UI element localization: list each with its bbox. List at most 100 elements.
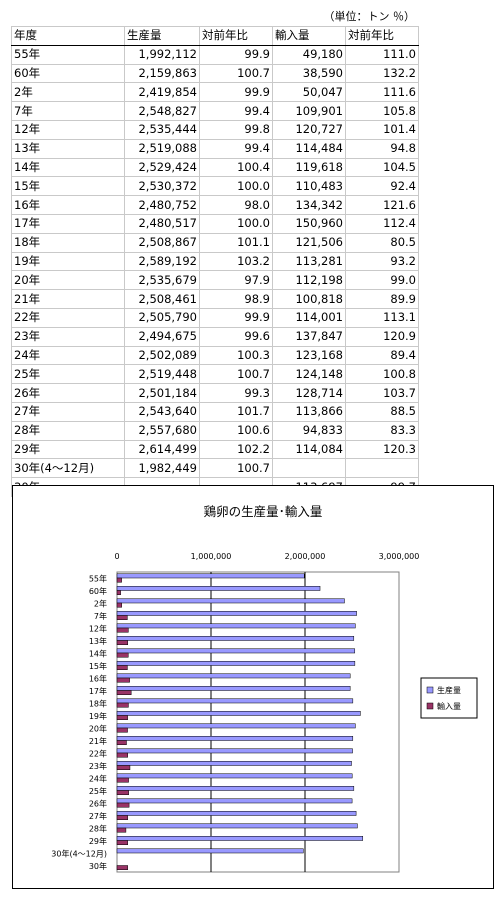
table-row: 19年 2,589,192 103.2 113,281 93.2 [11,251,419,272]
table-row: 2年 2,419,854 99.9 50,047 111.6 [11,82,419,103]
table-cell: 19年 [11,251,125,272]
category-label: 2年 [94,598,107,608]
table-cell: 94.8 [345,138,419,159]
table-cell: 100.3 [199,345,273,366]
table-cell: 16年 [11,195,125,215]
table-cell: 99.9 [199,82,273,103]
table-cell: 110,483 [272,176,346,197]
bar-production [116,686,351,691]
bar-production [116,773,353,779]
bar-import [116,715,128,720]
table-cell: 101.4 [345,119,419,140]
table-cell: 99.9 [199,44,273,65]
table-header-cell: 対前年比 [345,26,419,46]
table-cell: 22年 [11,307,125,328]
bar-production [116,673,351,679]
table-cell: 2,502,089 [124,345,200,366]
table-cell: 2,529,424 [124,157,200,178]
table-cell: 123,168 [272,345,346,366]
table-cell: 89.4 [345,345,419,366]
bar-import [116,827,127,833]
table-cell: 23年 [11,326,125,347]
category-label: 13年 [89,636,107,646]
category-label: 14年 [89,648,107,658]
table-cell: 28年 [11,420,125,441]
table-cell: 97.9 [199,270,273,291]
table-cell: 89.9 [345,289,419,309]
bar-production [116,698,354,704]
category-label: 16年 [89,673,107,683]
bar-production [116,836,364,841]
legend-swatch [426,702,434,710]
table-row: 60年 2,159,863 100.7 38,590 132.2 [11,63,419,84]
table-cell: 100,818 [272,289,346,309]
bar-import [116,652,129,658]
bar-production [116,573,305,579]
table-cell: 111.0 [345,44,419,65]
table-row: 25年 2,519,448 100.7 124,148 100.8 [11,364,419,385]
table-cell: 103.7 [345,383,419,403]
table-cell: 2,535,679 [124,270,200,291]
table-row: 22年 2,505,790 99.9 114,001 113.1 [11,307,419,328]
table-cell: 2,557,680 [124,420,200,441]
table-cell [272,458,346,479]
table-cell: 98.9 [199,289,273,309]
table-cell: 113,866 [272,401,346,422]
category-label: 27年 [89,811,107,821]
table-row: 7年 2,548,827 99.4 109,901 105.8 [11,101,419,121]
bar-production [116,748,353,754]
table-header-cell: 輸入量 [272,26,346,46]
bar-production [116,736,354,741]
table-row: 24年 2,502,089 100.3 123,168 89.4 [11,345,419,366]
bar-production [116,598,345,604]
bar-import [116,790,129,795]
table-cell: 100.6 [199,420,273,441]
bar-production [116,661,356,666]
table-cell: 98.0 [199,195,273,215]
table-row: 16年 2,480,752 98.0 134,342 121.6 [11,195,419,215]
bar-import [116,640,129,645]
table-row: 26年 2,501,184 99.3 128,714 103.7 [11,383,419,403]
table-cell: 55年 [11,44,125,65]
category-label: 26年 [89,798,107,808]
table-row: 23年 2,494,675 99.6 137,847 120.9 [11,326,419,347]
bar-import [116,752,128,758]
table-row: 55年 1,992,112 99.9 49,180 111.0 [11,44,419,65]
bar-import [116,702,129,708]
table-cell: 101.1 [199,232,273,253]
table-cell: 2,480,517 [124,213,200,234]
table-cell: 2,505,790 [124,307,200,328]
table-cell: 88.5 [345,401,419,422]
table-cell: 2,494,675 [124,326,200,347]
table-cell: 99.4 [199,138,273,159]
table-cell: 121.6 [345,195,419,215]
bar-import [116,727,128,733]
category-label: 29年 [89,836,107,846]
table-cell: 2,519,448 [124,364,200,385]
bar-import [116,677,130,683]
table-cell: 29年 [11,439,125,460]
table-cell: 111.6 [345,82,419,103]
category-label: 20年 [89,723,107,733]
table-cell: 49,180 [272,44,346,65]
bar-import [116,627,129,633]
category-label: 18年 [89,698,107,708]
table-cell: 13年 [11,138,125,159]
table-cell: 120.3 [345,439,419,460]
table-cell: 2,614,499 [124,439,200,460]
table-cell: 109,901 [272,101,346,121]
bar-import [116,602,122,608]
table-cell: 1,992,112 [124,44,200,65]
table-cell: 99.9 [199,307,273,328]
table-cell: 99.0 [345,270,419,291]
table-row: 14年 2,529,424 100.4 119,618 104.5 [11,157,419,178]
table-cell: 21年 [11,289,125,309]
table-cell: 2,159,863 [124,63,200,84]
table-cell: 114,001 [272,307,346,328]
table-cell: 18年 [11,232,125,253]
category-label: 12年 [89,623,107,633]
table-cell: 113,281 [272,251,346,272]
table-cell: 99.3 [199,383,273,403]
table-header-cell: 年度 [11,26,125,46]
table-cell: 100.0 [199,176,273,197]
